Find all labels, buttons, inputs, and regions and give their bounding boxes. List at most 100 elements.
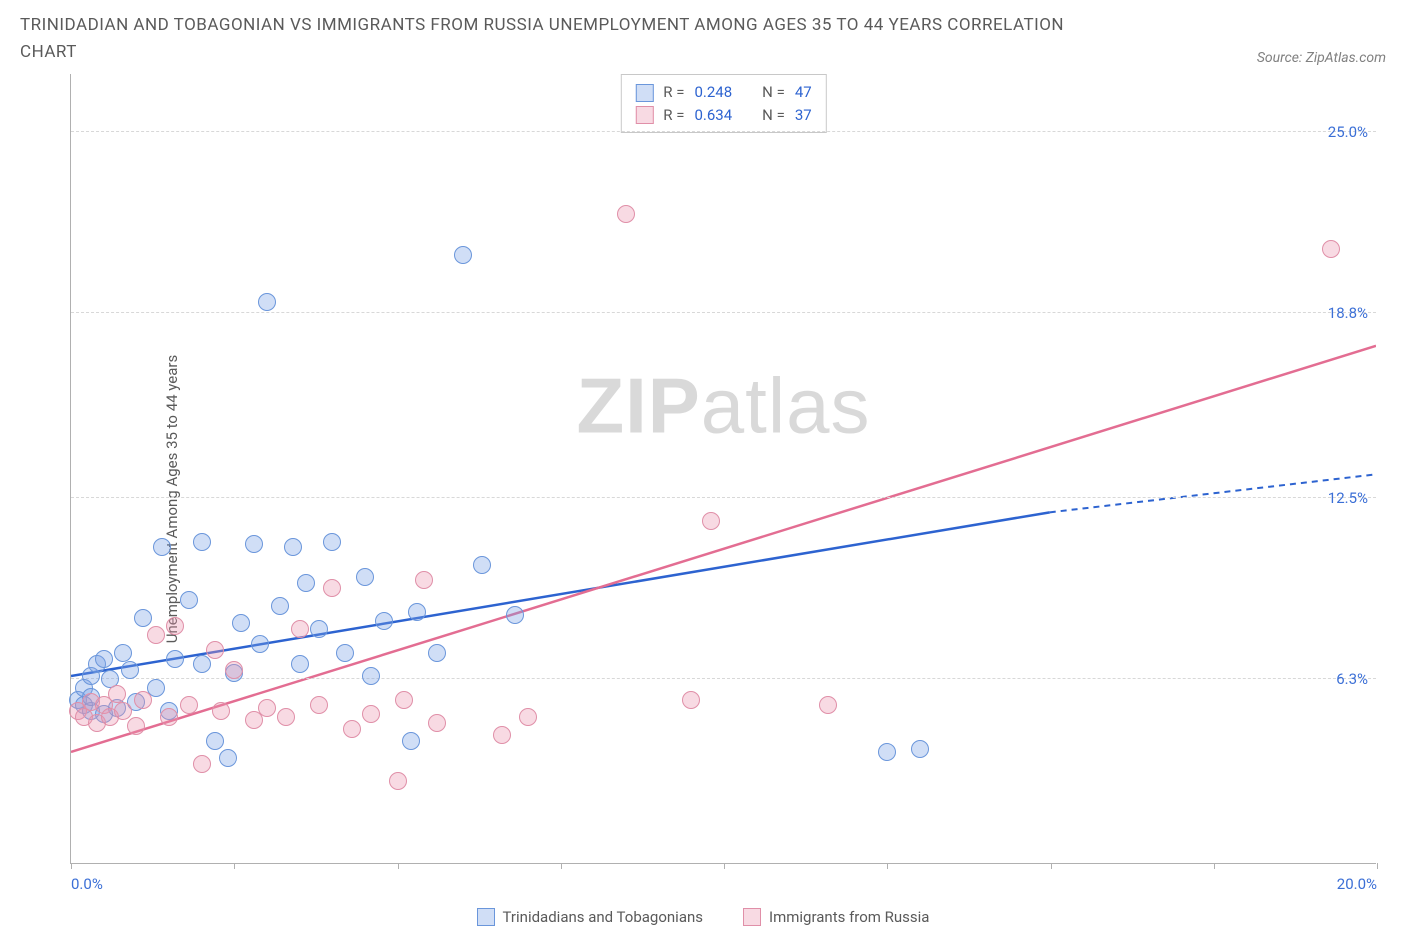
n-label: N = (762, 104, 785, 127)
data-point (166, 650, 184, 668)
data-point (506, 606, 524, 624)
data-point (134, 609, 152, 627)
x-tick (398, 863, 399, 869)
data-point (114, 644, 132, 662)
data-point (108, 685, 126, 703)
data-point (454, 246, 472, 264)
gridline (71, 497, 1376, 498)
data-point (212, 702, 230, 720)
stats-row-1: R = 0.248 N = 47 (635, 81, 811, 104)
x-tick (887, 863, 888, 869)
data-point (519, 708, 537, 726)
legend-swatch-2 (743, 908, 761, 926)
data-point (180, 591, 198, 609)
data-point (206, 641, 224, 659)
data-point (356, 568, 374, 586)
watermark-bold: ZIP (576, 361, 700, 449)
data-point (336, 644, 354, 662)
n-label: N = (762, 81, 785, 104)
data-point (258, 699, 276, 717)
x-tick (724, 863, 725, 869)
data-point (219, 749, 237, 767)
data-point (617, 205, 635, 223)
data-point (1322, 240, 1340, 258)
data-point (395, 691, 413, 709)
y-tick-label: 18.8% (1328, 304, 1368, 322)
swatch-series-1 (635, 84, 653, 102)
data-point (225, 661, 243, 679)
r-label: R = (663, 81, 684, 104)
r-label: R = (663, 104, 684, 127)
data-point (473, 556, 491, 574)
data-point (323, 579, 341, 597)
x-tick (561, 863, 562, 869)
data-point (878, 743, 896, 761)
watermark: ZIPatlas (576, 360, 870, 451)
legend-label-1: Trinidadians and Tobagonians (503, 908, 703, 926)
bottom-legend: Trinidadians and Tobagonians Immigrants … (20, 908, 1386, 926)
x-tick-label: 20.0% (1337, 875, 1377, 893)
stats-box: R = 0.248 N = 47 R = 0.634 N = 37 (620, 74, 826, 133)
y-tick-label: 6.3% (1336, 670, 1368, 688)
data-point (911, 740, 929, 758)
data-point (134, 691, 152, 709)
data-point (166, 617, 184, 635)
y-tick-label: 25.0% (1328, 123, 1368, 141)
data-point (127, 717, 145, 735)
r-value-1: 0.248 (694, 81, 732, 104)
watermark-light: atlas (701, 361, 871, 449)
swatch-series-2 (635, 106, 653, 124)
legend-item-2: Immigrants from Russia (743, 908, 929, 926)
n-value-1: 47 (795, 81, 812, 104)
data-point (362, 705, 380, 723)
data-point (310, 620, 328, 638)
data-point (493, 726, 511, 744)
legend-swatch-1 (477, 908, 495, 926)
data-point (258, 293, 276, 311)
data-point (95, 650, 113, 668)
chart-title: TRINIDADIAN AND TOBAGONIAN VS IMMIGRANTS… (20, 12, 1120, 66)
data-point (291, 655, 309, 673)
data-point (180, 696, 198, 714)
data-point (277, 708, 295, 726)
stats-row-2: R = 0.634 N = 37 (635, 104, 811, 127)
data-point (271, 597, 289, 615)
gridline (71, 131, 1376, 132)
x-tick (1051, 863, 1052, 869)
x-tick (1377, 863, 1378, 869)
r-value-2: 0.634 (694, 104, 732, 127)
data-point (323, 533, 341, 551)
data-point (343, 720, 361, 738)
data-point (193, 533, 211, 551)
chart-container: Unemployment Among Ages 35 to 44 years Z… (20, 74, 1386, 924)
gridline (71, 678, 1376, 679)
data-point (297, 574, 315, 592)
data-point (310, 696, 328, 714)
n-value-2: 37 (795, 104, 812, 127)
x-tick (234, 863, 235, 869)
plot-area: ZIPatlas R = 0.248 N = 47 R = 0.634 N = … (70, 74, 1376, 864)
data-point (402, 732, 420, 750)
data-point (389, 772, 407, 790)
data-point (415, 571, 433, 589)
data-point (160, 708, 178, 726)
data-point (428, 714, 446, 732)
source-credit: Source: ZipAtlas.com (1257, 50, 1386, 66)
data-point (408, 603, 426, 621)
x-tick (71, 863, 72, 869)
data-point (245, 535, 263, 553)
data-point (121, 661, 139, 679)
legend-label-2: Immigrants from Russia (769, 908, 929, 926)
data-point (153, 538, 171, 556)
data-point (251, 635, 269, 653)
trend-lines (71, 74, 1376, 863)
data-point (291, 620, 309, 638)
x-tick-label: 0.0% (71, 875, 103, 893)
data-point (428, 644, 446, 662)
data-point (193, 755, 211, 773)
data-point (702, 512, 720, 530)
data-point (819, 696, 837, 714)
data-point (147, 626, 165, 644)
x-tick (1214, 863, 1215, 869)
data-point (114, 702, 132, 720)
